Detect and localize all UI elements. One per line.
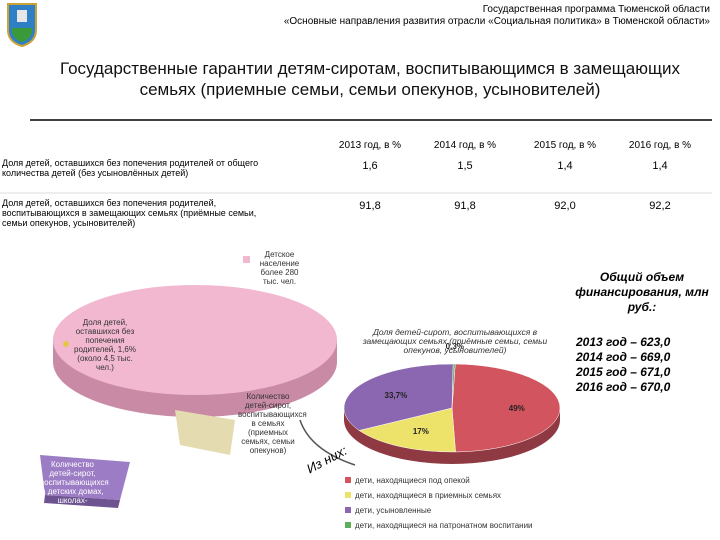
financing-title: Общий объем финансирования, млн руб.: <box>575 270 709 314</box>
slice-label: 33,7% <box>385 391 408 400</box>
pie-slice <box>358 407 456 453</box>
column-header: 2014 год, в % <box>433 140 497 151</box>
legend-swatch <box>345 477 351 483</box>
family-pie: 49% 17% 33,7% 0,3% <box>343 342 561 464</box>
cell: 1,4 <box>652 160 668 172</box>
pie-slice <box>343 363 454 431</box>
column-header: 2016 год, в % <box>628 140 692 151</box>
cell: 91,8 <box>454 200 476 212</box>
slice-label: 17% <box>413 427 429 436</box>
population-label: Доля детей, оставшихся без попечения род… <box>74 318 136 372</box>
legend-swatch <box>345 492 351 498</box>
cell: 92,2 <box>649 200 671 212</box>
pie-slice <box>451 363 456 409</box>
slice-label: 0,3% <box>446 342 464 351</box>
pie-slice <box>451 363 561 453</box>
cell: 1,4 <box>557 160 573 172</box>
logo <box>7 3 37 48</box>
financing-item: 2013 год – 623,0 <box>576 335 671 349</box>
row-label: Доля детей, оставшихся без попечения род… <box>2 198 257 228</box>
population-label: Количество детей-сирот, воспитывающихся … <box>40 460 109 523</box>
subprogram-name: «Основные направления развития отрасли «… <box>283 16 710 27</box>
population-illustration <box>40 256 356 508</box>
legend-swatch <box>345 522 351 528</box>
financing-item: 2014 год – 669,0 <box>576 350 671 364</box>
legend-swatch <box>345 507 351 513</box>
cell: 91,8 <box>359 200 381 212</box>
slide-title: Государственные гарантии детям-сиротам, … <box>60 59 680 99</box>
program-name: Государственная программа Тюменской обла… <box>482 4 710 15</box>
cell: 92,0 <box>554 200 576 212</box>
legend-entry: дети, находящиеся под опекой <box>355 476 470 485</box>
cell: 1,5 <box>457 160 473 172</box>
column-header: 2013 год, в % <box>338 140 402 151</box>
population-label: Количество детей-сирот, воспитывающихся … <box>238 392 307 455</box>
legend-entry: дети, находящиеся в приемных семьях <box>355 491 502 500</box>
population-label: Детское население более 280 тыс. чел. <box>259 250 300 286</box>
slice-label: 49% <box>509 404 525 413</box>
row-label: Доля детей, оставшихся без попечения род… <box>2 158 259 178</box>
financing-item: 2015 год – 671,0 <box>576 365 671 379</box>
legend-entry: дети, находящиеся на патронатном воспита… <box>355 521 533 530</box>
financing-item: 2016 год – 670,0 <box>576 380 671 394</box>
column-header: 2015 год, в % <box>533 140 597 151</box>
cell: 1,6 <box>362 160 378 172</box>
legend-entry: дети, усыновленные <box>355 506 432 515</box>
family-chart-title: Доля детей-сирот, воспитывающихся в заме… <box>362 327 548 355</box>
